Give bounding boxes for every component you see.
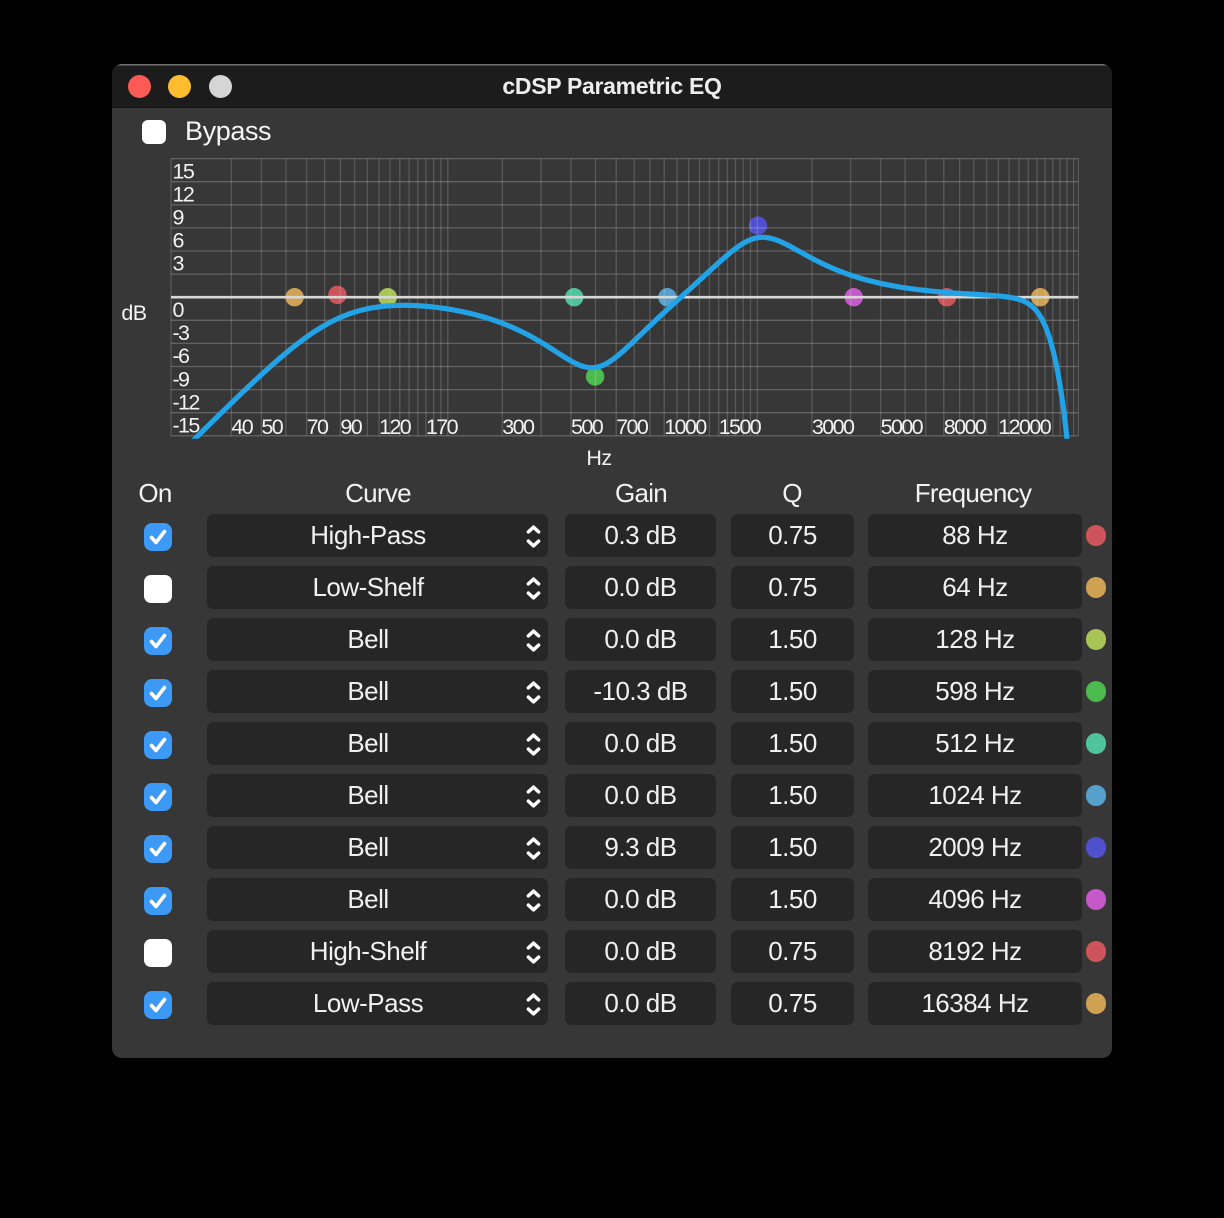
svg-text:70: 70 — [307, 415, 329, 439]
svg-text:500: 500 — [571, 415, 604, 439]
svg-text:90: 90 — [340, 415, 362, 439]
svg-text:12: 12 — [173, 182, 194, 206]
svg-text:3: 3 — [173, 252, 185, 276]
svg-text:8000: 8000 — [944, 415, 987, 439]
svg-text:0: 0 — [173, 298, 185, 322]
svg-text:6: 6 — [173, 229, 185, 253]
svg-text:15: 15 — [173, 159, 195, 183]
svg-text:Hz: Hz — [586, 446, 611, 470]
svg-text:1500: 1500 — [719, 415, 762, 439]
svg-text:5000: 5000 — [881, 415, 924, 439]
svg-text:12000: 12000 — [998, 415, 1051, 439]
svg-text:-9: -9 — [173, 367, 190, 391]
svg-text:-3: -3 — [173, 321, 191, 345]
svg-text:dB: dB — [121, 301, 146, 325]
svg-text:170: 170 — [426, 415, 459, 439]
svg-text:700: 700 — [616, 415, 649, 439]
svg-text:3000: 3000 — [812, 415, 855, 439]
svg-text:300: 300 — [502, 415, 535, 439]
svg-text:9: 9 — [173, 206, 184, 230]
svg-text:120: 120 — [379, 415, 412, 439]
svg-text:1000: 1000 — [664, 415, 707, 439]
svg-text:-12: -12 — [173, 390, 200, 414]
svg-text:-6: -6 — [173, 344, 191, 368]
svg-text:50: 50 — [261, 415, 283, 439]
svg-text:40: 40 — [231, 415, 253, 439]
